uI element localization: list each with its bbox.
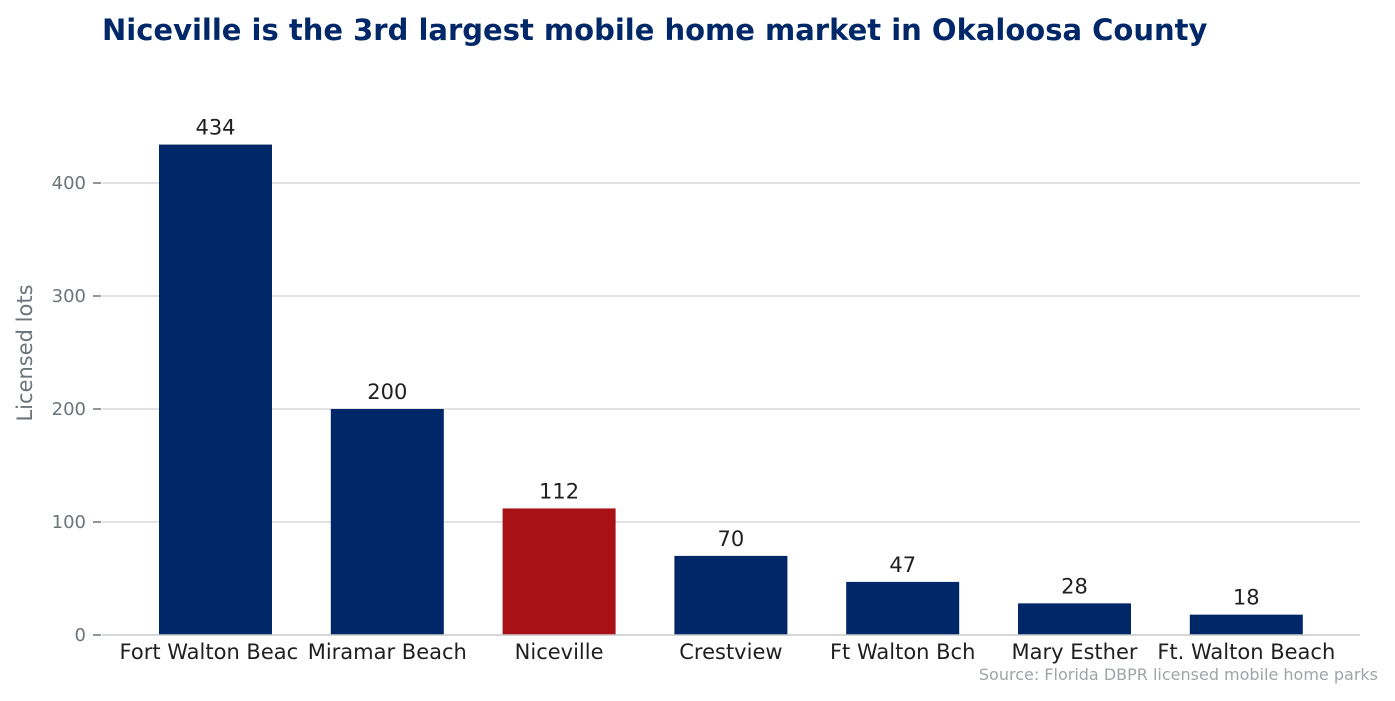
bar — [502, 508, 616, 635]
value-label: 70 — [718, 527, 745, 551]
value-label: 112 — [539, 479, 579, 503]
value-label: 18 — [1233, 586, 1260, 610]
bar — [159, 144, 272, 635]
value-labels: 434 200 112 70 47 28 18 — [195, 116, 1259, 610]
y-tick-label: 400 — [52, 173, 86, 194]
category-label: Ft Walton Bch — [830, 640, 975, 664]
value-label: 47 — [889, 553, 916, 577]
bar — [1018, 603, 1131, 635]
bar — [846, 581, 960, 635]
category-label: Miramar Beach — [308, 640, 467, 664]
bar — [330, 409, 444, 635]
value-label: 28 — [1061, 574, 1088, 598]
bar — [674, 555, 788, 635]
category-label: Niceville — [515, 640, 604, 664]
y-tick-label: 200 — [52, 399, 86, 420]
gridlines — [102, 182, 1360, 523]
y-tick-label: 100 — [52, 512, 86, 533]
value-label: 200 — [367, 380, 407, 404]
y-tick-label: 0 — [75, 625, 86, 646]
source-note: Source: Florida DBPR licensed mobile hom… — [979, 665, 1378, 684]
y-tick-label: 300 — [52, 286, 86, 307]
y-axis-label: Licensed lots — [13, 284, 37, 421]
chart-title: Niceville is the 3rd largest mobile home… — [102, 13, 1208, 47]
category-label: Ft. Walton Beach — [1157, 640, 1335, 664]
bars — [159, 144, 1303, 635]
value-label: 434 — [195, 116, 235, 140]
bar — [1189, 614, 1303, 635]
category-label: Mary Esther — [1011, 640, 1137, 664]
category-label: Crestview — [679, 640, 782, 664]
category-label: Fort Walton Beach — [120, 640, 312, 664]
y-axis-ticks: 0 100 200 300 400 — [52, 173, 101, 646]
